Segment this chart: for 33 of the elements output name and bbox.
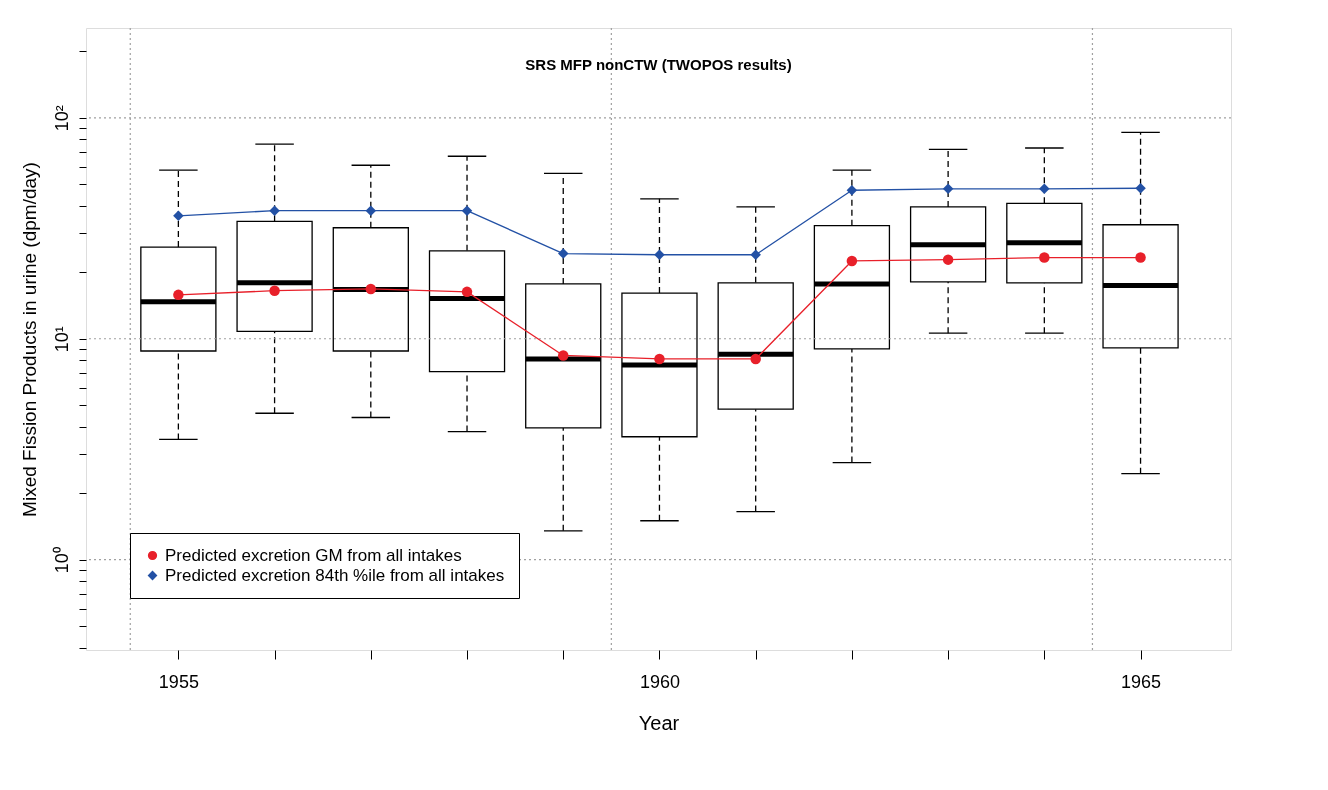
point bbox=[1135, 182, 1146, 194]
point bbox=[365, 283, 377, 295]
text: SRS MFP nonCTW (TWOPOS results) bbox=[525, 56, 792, 73]
point bbox=[942, 183, 954, 195]
point bbox=[461, 205, 473, 216]
point bbox=[750, 249, 761, 260]
x-tick-label: 1955 bbox=[158, 671, 199, 692]
point bbox=[269, 285, 280, 296]
point bbox=[173, 289, 184, 301]
point bbox=[942, 254, 954, 265]
x-axis-title: Year bbox=[638, 711, 680, 734]
point bbox=[269, 205, 280, 216]
point bbox=[654, 353, 665, 365]
point bbox=[558, 248, 569, 259]
point bbox=[558, 350, 569, 361]
y-tick-label: 10² bbox=[51, 105, 72, 132]
y-axis-title: Mixed Fission Products in urine (dpm/day) bbox=[18, 162, 40, 517]
y-tick-label: 10⁰ bbox=[51, 547, 72, 574]
legend-label: Predicted excretion 84th %ile from all intakes bbox=[165, 565, 505, 585]
x-tick-label: 1960 bbox=[639, 671, 680, 692]
x-tick-label: 1965 bbox=[1121, 671, 1162, 692]
point bbox=[654, 249, 665, 260]
point bbox=[846, 255, 858, 267]
point bbox=[750, 353, 761, 365]
y-tick-label: 10¹ bbox=[51, 326, 72, 353]
point bbox=[1039, 183, 1050, 195]
point bbox=[1135, 252, 1146, 263]
legend-label: Predicted excretion GM from all intakes bbox=[165, 545, 462, 565]
point bbox=[846, 185, 858, 196]
point bbox=[173, 210, 184, 222]
point bbox=[461, 286, 473, 298]
point bbox=[365, 205, 377, 216]
point bbox=[1039, 252, 1050, 263]
